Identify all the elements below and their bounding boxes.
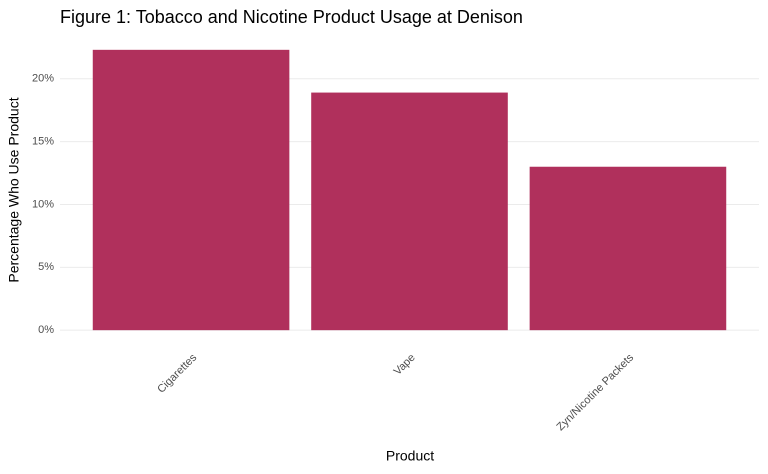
- x-tick-label: Zyn/Nicotine Packets: [555, 351, 637, 433]
- x-tick-label: Vape: [392, 352, 418, 378]
- chart-title: Figure 1: Tobacco and Nicotine Product U…: [60, 7, 523, 27]
- bar: [529, 166, 727, 331]
- x-axis-title: Product: [386, 448, 434, 464]
- y-tick-label: 20%: [32, 73, 54, 85]
- y-axis-title: Percentage Who Use Product: [6, 97, 22, 282]
- y-tick-label: 10%: [32, 198, 54, 210]
- y-tick-label: 15%: [32, 136, 54, 148]
- y-tick-label: 0%: [38, 324, 54, 336]
- bar: [311, 92, 508, 331]
- x-tick-label: Cigarettes: [155, 351, 199, 395]
- y-tick-label: 5%: [38, 261, 54, 273]
- bar: [92, 49, 290, 331]
